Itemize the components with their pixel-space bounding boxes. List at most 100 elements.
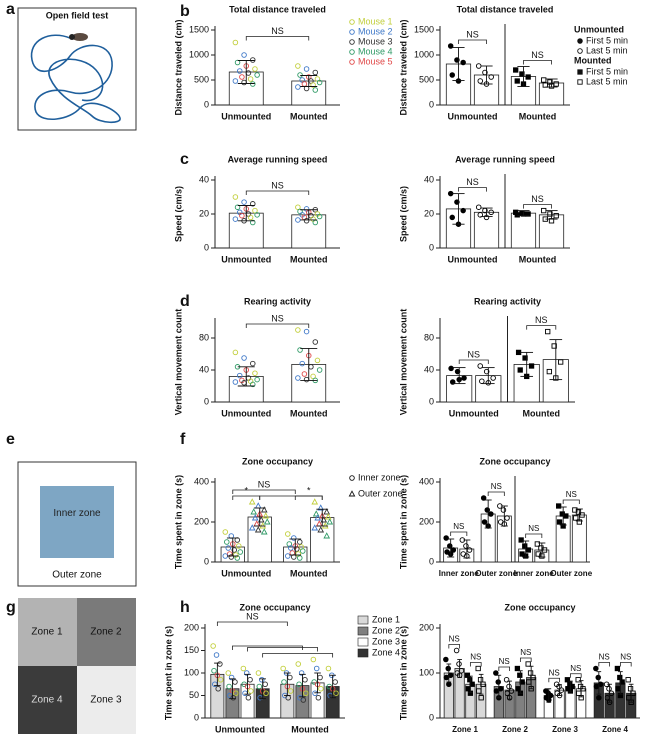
significance-bracket [569, 673, 582, 678]
data-point [317, 504, 325, 511]
data-point [245, 695, 252, 701]
data-point [477, 677, 484, 683]
data-point [250, 81, 256, 87]
data-point [318, 686, 324, 692]
data-point [597, 681, 604, 688]
significance-bracket [262, 653, 334, 658]
data-point [534, 541, 540, 547]
chart-title: Zone occupancy [479, 456, 550, 466]
data-point [287, 674, 293, 681]
data-point [575, 677, 581, 683]
significance-bracket [525, 533, 543, 538]
x-tick-label: Zone 4 [602, 725, 628, 734]
data-point [443, 674, 450, 681]
data-point [303, 66, 310, 72]
data-point [281, 679, 287, 685]
data-point [545, 328, 551, 335]
data-point [446, 681, 452, 688]
significance-label: NS [470, 653, 481, 662]
data-point [547, 211, 553, 217]
data-point [228, 554, 235, 560]
y-tick-label: 500 [419, 74, 434, 84]
data-point [232, 379, 239, 385]
x-tick-label: Mounted [290, 111, 328, 121]
significance-bracket [247, 647, 318, 652]
data-point [525, 661, 531, 667]
significance-bracket [548, 677, 561, 683]
data-point [241, 52, 247, 58]
data-point [528, 363, 535, 369]
x-tick-label: Mounted [519, 111, 557, 121]
zone-label: Zone 4 [31, 695, 63, 706]
legend-label: Mouse 5 [358, 56, 393, 66]
data-point [495, 679, 501, 685]
data-point [519, 71, 525, 77]
y-tick-label: 40 [424, 174, 434, 184]
data-point [215, 686, 221, 692]
data-point [303, 328, 310, 335]
data-point [464, 672, 471, 678]
data-point [251, 514, 259, 521]
significance-label: NS [466, 177, 479, 187]
y-tick-label: 40 [424, 364, 434, 374]
data-point [465, 686, 471, 692]
data-point [541, 547, 548, 553]
chart-title: Rearing activity [244, 296, 311, 306]
data-point [316, 213, 323, 220]
significance-bracket [458, 187, 487, 192]
panel-label: a [6, 1, 15, 18]
data-point [460, 59, 466, 66]
data-point [503, 677, 510, 683]
data-point [579, 512, 585, 518]
data-point [232, 78, 239, 84]
significance-label: NS [467, 349, 480, 359]
data-point [296, 681, 302, 688]
x-tick-label: Outer zone [475, 569, 517, 578]
data-point [297, 72, 303, 78]
y-tick-label: 1500 [189, 24, 209, 34]
mouse [72, 33, 88, 41]
data-point [575, 509, 582, 515]
data-point [463, 543, 469, 549]
data-point [247, 76, 254, 82]
data-point [232, 194, 239, 200]
data-point [593, 683, 600, 690]
significance-bracket [216, 621, 288, 626]
significance-bracket [245, 36, 310, 41]
data-point [316, 367, 323, 373]
significance-bracket [245, 190, 310, 195]
data-point [500, 507, 507, 513]
data-point [234, 59, 241, 66]
data-point [295, 204, 301, 210]
data-point [522, 543, 528, 549]
y-axis-label: Speed (cm/s) [398, 186, 408, 242]
x-tick-label: Inner zone [514, 569, 555, 578]
data-point [240, 665, 247, 672]
data-point [608, 690, 615, 697]
data-point [467, 677, 473, 683]
significance-label: NS [570, 664, 581, 673]
legend-swatch [357, 637, 369, 647]
inner-zone [40, 486, 114, 558]
data-point [518, 537, 524, 543]
data-point [297, 539, 303, 545]
x-tick-label: Mounted [290, 254, 328, 264]
data-point [525, 74, 531, 80]
data-point [250, 381, 256, 388]
significance-label: NS [271, 180, 284, 190]
y-tick-label: 20 [424, 208, 434, 218]
significance-label: NS [531, 194, 544, 204]
significance-bracket [469, 662, 482, 667]
legend-marker [577, 38, 583, 44]
data-point [232, 216, 239, 222]
data-point [300, 548, 306, 554]
trajectory [30, 34, 121, 124]
y-tick-label: 0 [194, 712, 199, 722]
data-point [460, 207, 466, 214]
y-tick-label: 100 [184, 667, 199, 677]
data-point [317, 674, 323, 681]
data-point [553, 213, 559, 219]
inner-zone-label: Inner zone [53, 508, 100, 519]
legend-label: First 5 min [586, 66, 628, 76]
significance-bracket [245, 323, 310, 328]
